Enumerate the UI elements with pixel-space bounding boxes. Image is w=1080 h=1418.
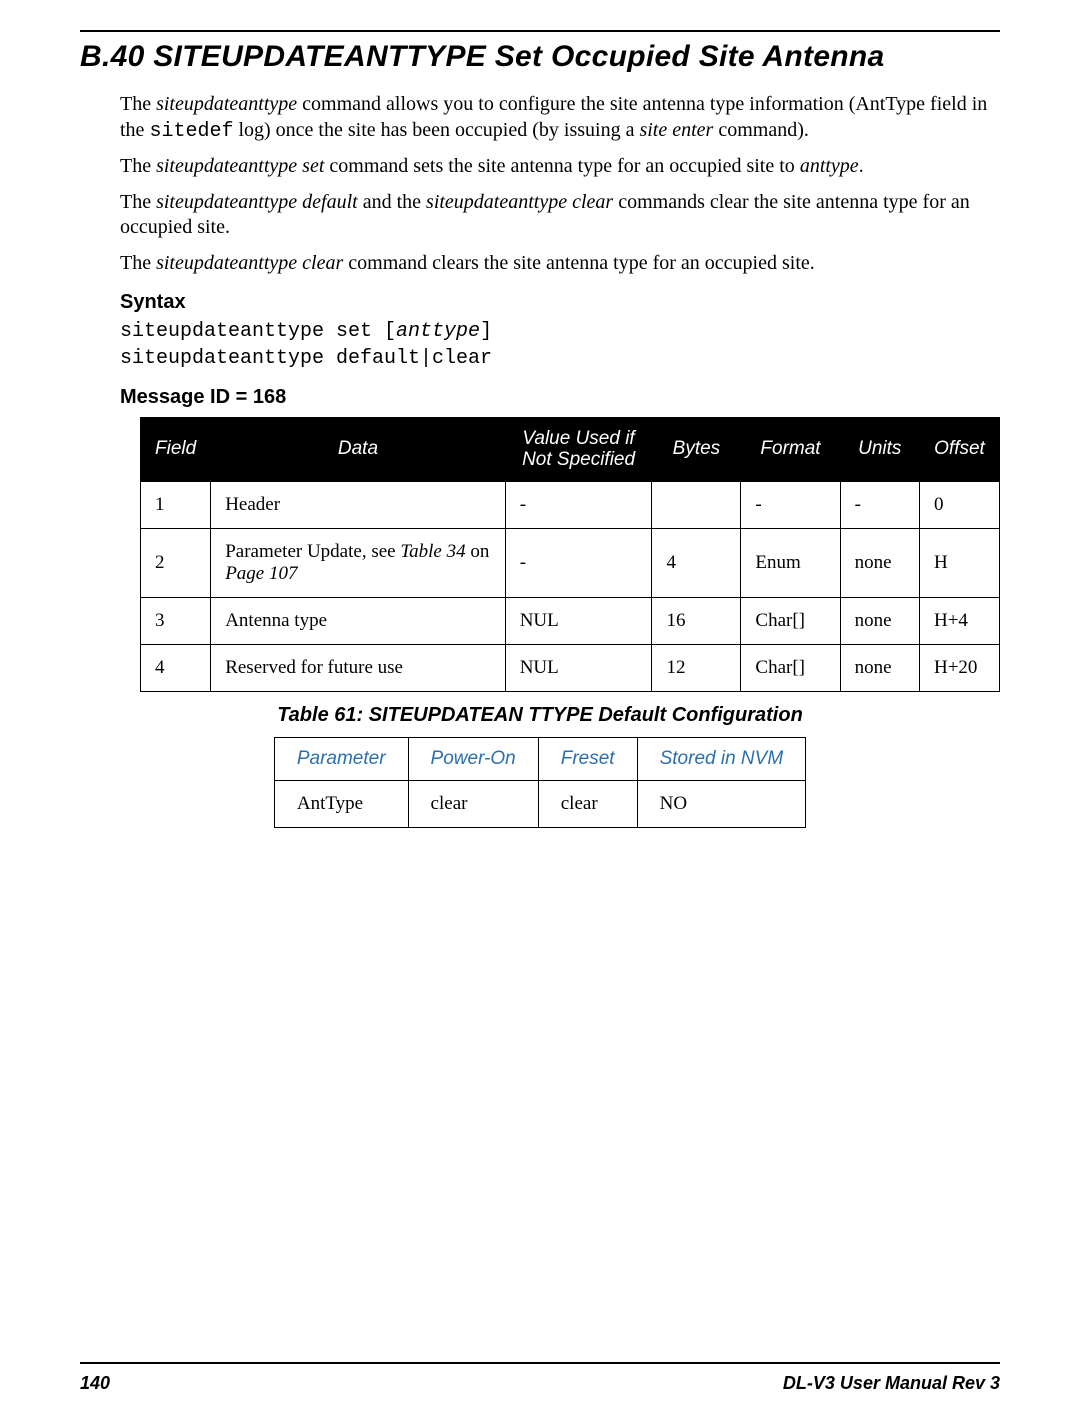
text: . (859, 155, 864, 177)
cell: clear (408, 781, 538, 828)
table-row: 1 Header - - - 0 (141, 482, 1000, 529)
code-text: siteupdateanttype set [ (120, 320, 396, 343)
col-poweron: Power-On (408, 738, 538, 781)
cell: 16 (652, 598, 741, 645)
col-value: Value Used ifNot Specified (505, 417, 652, 482)
syntax-code: siteupdateanttype set [anttype] siteupda… (120, 318, 1000, 372)
cell (652, 482, 741, 529)
syntax-heading: Syntax (120, 291, 1000, 314)
table-row: 4 Reserved for future use NUL 12 Char[] … (141, 645, 1000, 692)
page-number: 140 (80, 1373, 110, 1394)
col-offset: Offset (919, 417, 999, 482)
cell: 1 (141, 482, 211, 529)
cell: NUL (505, 598, 652, 645)
emphasis: siteupdateanttype (156, 93, 297, 115)
cell: H (919, 529, 999, 598)
emphasis: Table 34 (400, 541, 465, 562)
cell: none (840, 598, 919, 645)
text: command sets the site antenna type for a… (324, 155, 799, 177)
cell: 4 (652, 529, 741, 598)
cell: Parameter Update, see Table 34 on Page 1… (211, 529, 506, 598)
emphasis: siteupdateanttype set (156, 155, 324, 177)
message-id-heading: Message ID = 168 (120, 386, 1000, 409)
emphasis: anttype (800, 155, 859, 177)
text: The (120, 252, 156, 274)
text: The (120, 191, 156, 213)
table-header-row: Parameter Power-On Freset Stored in NVM (274, 738, 805, 781)
cell: AntType (274, 781, 408, 828)
text: log) once the site has been occupied (by… (233, 119, 639, 141)
col-freset: Freset (538, 738, 637, 781)
cell: - (505, 482, 652, 529)
emphasis: siteupdateanttype default (156, 191, 358, 213)
code: sitedef (149, 120, 233, 143)
cell: none (840, 645, 919, 692)
text: and the (358, 191, 426, 213)
emphasis: site enter (639, 119, 713, 141)
cell: Char[] (741, 598, 840, 645)
paragraph-2: The siteupdateanttype set command sets t… (120, 154, 1000, 180)
cell: Enum (741, 529, 840, 598)
col-parameter: Parameter (274, 738, 408, 781)
cell: clear (538, 781, 637, 828)
cell: NUL (505, 645, 652, 692)
text: The (120, 93, 156, 115)
col-nvm: Stored in NVM (637, 738, 806, 781)
cell: NO (637, 781, 806, 828)
cell: Antenna type (211, 598, 506, 645)
emphasis: Page 107 (225, 563, 297, 584)
paragraph-4: The siteupdateanttype clear command clea… (120, 251, 1000, 277)
cell: Reserved for future use (211, 645, 506, 692)
table2-caption: Table 61: SITEUPDATEAN TTYPE Default Con… (80, 704, 1000, 727)
cell: 0 (919, 482, 999, 529)
cell: - (741, 482, 840, 529)
col-units: Units (840, 417, 919, 482)
cell: 4 (141, 645, 211, 692)
cell: 3 (141, 598, 211, 645)
config-table: Parameter Power-On Freset Stored in NVM … (274, 737, 806, 828)
text: command clears the site antenna type for… (343, 252, 814, 274)
message-table: Field Data Value Used ifNot Specified By… (140, 417, 1000, 693)
text: command). (713, 119, 809, 141)
cell: 12 (652, 645, 741, 692)
emphasis: siteupdateanttype clear (156, 252, 343, 274)
text: on (466, 541, 490, 562)
col-format: Format (741, 417, 840, 482)
cell: - (840, 482, 919, 529)
col-data: Data (211, 417, 506, 482)
doc-title: DL-V3 User Manual Rev 3 (783, 1373, 1000, 1394)
footer: 140 DL-V3 User Manual Rev 3 (80, 1373, 1000, 1394)
table-row: AntType clear clear NO (274, 781, 805, 828)
code-text: siteupdateanttype default|clear (120, 347, 492, 370)
paragraph-3: The siteupdateanttype default and the si… (120, 190, 1000, 241)
cell: H+4 (919, 598, 999, 645)
cell: Header (211, 482, 506, 529)
table-header-row: Field Data Value Used ifNot Specified By… (141, 417, 1000, 482)
cell: Char[] (741, 645, 840, 692)
table-row: 2 Parameter Update, see Table 34 on Page… (141, 529, 1000, 598)
page: B.40 SITEUPDATEANTTYPE Set Occupied Site… (0, 30, 1080, 1418)
cell: H+20 (919, 645, 999, 692)
col-field: Field (141, 417, 211, 482)
text: The (120, 155, 156, 177)
cell: 2 (141, 529, 211, 598)
bottom-rule (80, 1362, 1000, 1364)
code-text: ] (480, 320, 492, 343)
paragraph-1: The siteupdateanttype command allows you… (120, 92, 1000, 144)
top-rule (80, 30, 1000, 32)
section-title: B.40 SITEUPDATEANTTYPE Set Occupied Site… (80, 40, 1000, 74)
table-row: 3 Antenna type NUL 16 Char[] none H+4 (141, 598, 1000, 645)
cell: - (505, 529, 652, 598)
code-em: anttype (396, 320, 480, 343)
cell: none (840, 529, 919, 598)
col-bytes: Bytes (652, 417, 741, 482)
emphasis: siteupdateanttype clear (426, 191, 613, 213)
text: Parameter Update, see (225, 541, 400, 562)
